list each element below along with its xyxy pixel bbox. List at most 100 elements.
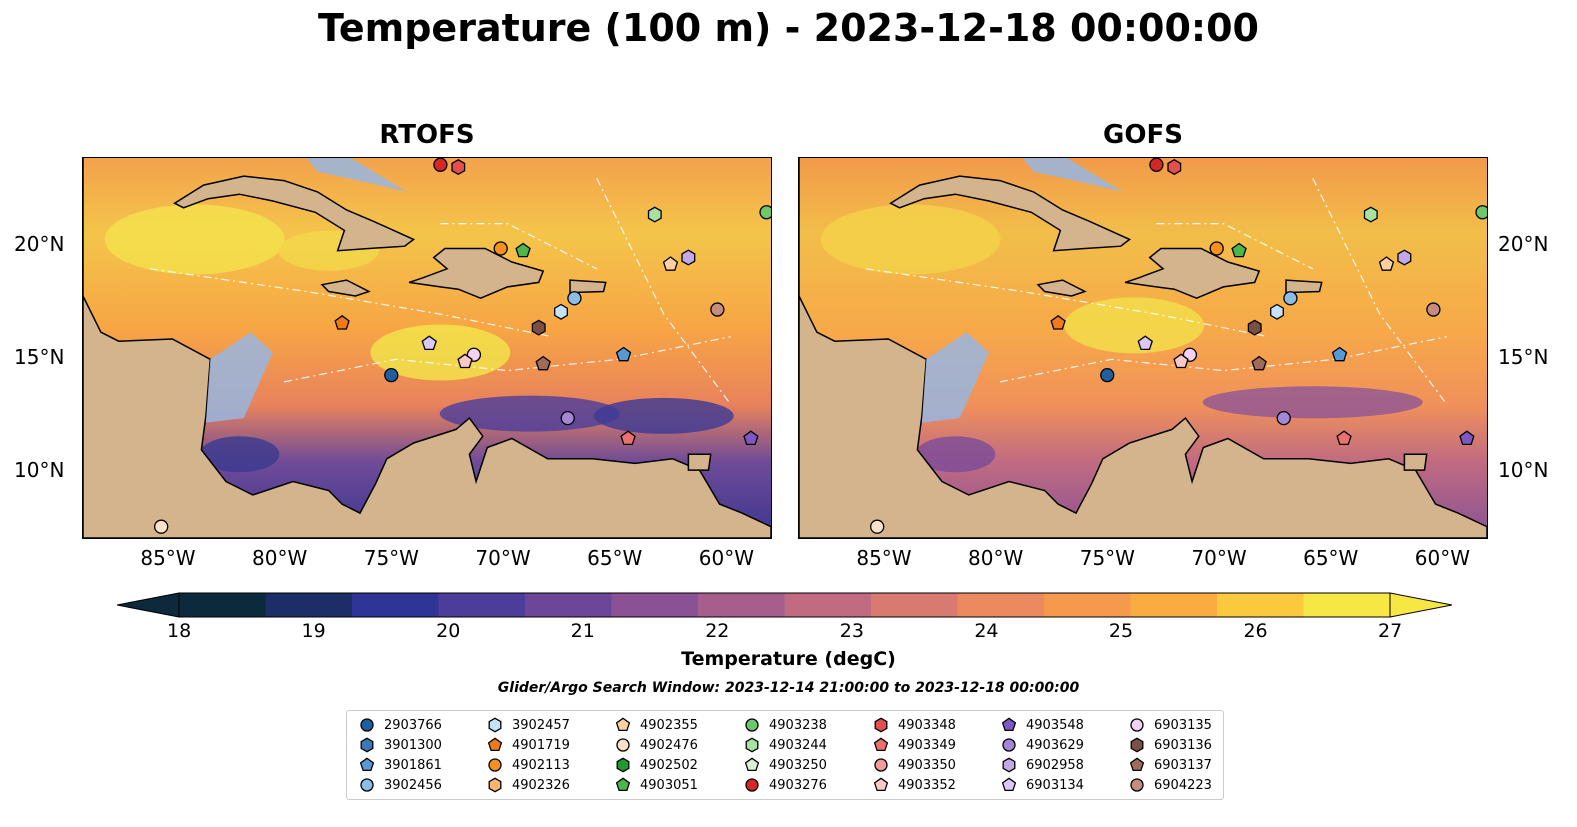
legend-marker-icon — [1002, 757, 1016, 773]
legend-label: 4903349 — [898, 737, 956, 753]
legend-item: 4903349 — [873, 735, 956, 755]
colorbar-tick-label: 22 — [705, 620, 730, 642]
colorbar-label: Temperature (degC) — [681, 648, 896, 670]
float-4903051 — [1231, 242, 1247, 258]
land-puerto-rico — [1285, 279, 1323, 294]
colorbar — [117, 592, 1452, 618]
colorbar-tick-label: 24 — [974, 620, 999, 642]
legend-item: 4903051 — [615, 775, 698, 795]
legend-marker-icon — [874, 717, 888, 733]
legend-label: 6902958 — [1026, 757, 1084, 773]
temperature-anomaly — [593, 397, 734, 434]
legend-marker-icon — [744, 757, 760, 772]
eez-boundary — [1312, 178, 1448, 405]
legend-label: 4903244 — [769, 737, 827, 753]
legend-label: 4903350 — [898, 757, 956, 773]
colorbar-segment — [698, 593, 785, 617]
land-hispaniola — [1124, 247, 1261, 300]
legend-item: 6903137 — [1129, 755, 1212, 775]
x-tick-label: 80°W — [252, 546, 308, 570]
x-tick-label: 80°W — [968, 546, 1024, 570]
legend-item: 6904223 — [1129, 775, 1212, 795]
temperature-anomaly — [439, 395, 620, 432]
legend-marker-icon — [360, 737, 374, 753]
legend-item: 3902457 — [487, 715, 570, 735]
float-4902355 — [1378, 256, 1395, 271]
shelf-bahamas — [306, 158, 407, 192]
legend: 2903766 3901300 3901861 3902456 3902457 49017… — [346, 710, 1224, 800]
float-4903238 — [759, 205, 771, 220]
temperature-anomaly — [370, 324, 511, 381]
legend-marker-icon — [488, 717, 502, 733]
y-tick-label-right: 15°N — [1498, 345, 1549, 370]
temperature-anomaly — [820, 204, 1001, 275]
colorbar-tick-label: 19 — [301, 620, 326, 642]
legend-item: 6903136 — [1129, 735, 1212, 755]
float-6903136 — [531, 319, 546, 336]
x-tick-label: 60°W — [698, 546, 755, 570]
float-6904223 — [1426, 302, 1441, 317]
legend-marker-icon — [873, 777, 889, 792]
float-4902113 — [1209, 241, 1224, 256]
float-4903349 — [620, 430, 636, 446]
float-4903348 — [1167, 159, 1182, 176]
float-4902476 — [154, 519, 169, 534]
map-canvas-gofs — [799, 158, 1487, 538]
land-trinidad — [1403, 453, 1428, 471]
legend-item: 4901719 — [487, 735, 570, 755]
legend-item: 6902958 — [1001, 755, 1084, 775]
shelf-nicaragua — [921, 332, 989, 423]
map-panel-rtofs[interactable] — [82, 157, 772, 539]
colorbar-segment — [438, 593, 526, 617]
legend-label: 4903250 — [769, 757, 827, 773]
x-tick-label: 65°W — [587, 546, 643, 570]
colorbar-segment — [871, 593, 958, 617]
colorbar-segment — [352, 593, 439, 617]
legend-label: 4902476 — [640, 737, 698, 753]
legend-marker-icon — [874, 758, 888, 772]
legend-item: 6903135 — [1129, 715, 1212, 735]
float-6903134 — [1137, 335, 1153, 351]
x-tick-label: 85°W — [140, 546, 196, 570]
x-tick-label: 85°W — [856, 546, 912, 570]
colorbar-segment — [265, 593, 353, 617]
legend-item: 3901300 — [359, 735, 442, 755]
legend-label: 4903629 — [1026, 737, 1084, 753]
x-tick-label: 75°W — [1079, 546, 1135, 570]
colorbar-segment — [1044, 593, 1131, 617]
map-panel-gofs[interactable] — [798, 157, 1488, 539]
legend-item: 4903350 — [873, 755, 956, 775]
float-4903348 — [451, 159, 466, 176]
eez-boundary — [596, 178, 732, 405]
float-6902958 — [1397, 249, 1412, 266]
colorbar-segment — [611, 593, 699, 617]
land-central-america — [799, 158, 1487, 538]
float-4903349 — [1336, 430, 1352, 446]
legend-item: 2903766 — [359, 715, 442, 735]
legend-label: 6903136 — [1154, 737, 1212, 753]
legend-item: 4903348 — [873, 715, 956, 735]
x-tick-label: 75°W — [363, 546, 419, 570]
float-6904223 — [710, 302, 725, 317]
temperature-anomaly — [104, 204, 285, 275]
colorbar-segment — [784, 593, 872, 617]
land-hispaniola — [408, 247, 545, 300]
land-cuba — [173, 175, 416, 252]
float-6903136 — [1247, 319, 1262, 336]
colorbar-extend-max — [1389, 592, 1452, 618]
legend-marker-icon — [360, 718, 374, 732]
legend-label: 6903137 — [1154, 757, 1212, 773]
float-2903766 — [384, 367, 399, 383]
float-6902958 — [681, 249, 696, 266]
legend-marker-icon — [360, 778, 374, 792]
float-4903548 — [1459, 430, 1475, 446]
eez-boundary — [1156, 222, 1314, 270]
legend-marker-icon — [745, 718, 759, 732]
float-4903629 — [1276, 410, 1291, 426]
float-4903238 — [1475, 205, 1487, 220]
temperature-anomaly — [199, 436, 280, 473]
colorbar-segment — [957, 593, 1045, 617]
legend-marker-icon — [1129, 757, 1145, 772]
y-tick-label-right: 10°N — [1498, 458, 1549, 483]
float-4903244 — [1363, 206, 1378, 223]
